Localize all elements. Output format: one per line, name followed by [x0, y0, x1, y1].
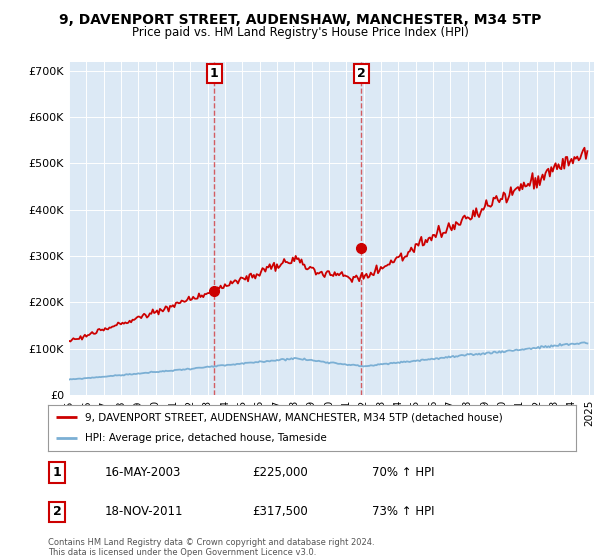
Text: 2: 2 [357, 67, 366, 80]
Text: 9, DAVENPORT STREET, AUDENSHAW, MANCHESTER, M34 5TP (detached house): 9, DAVENPORT STREET, AUDENSHAW, MANCHEST… [85, 412, 503, 422]
Text: 70% ↑ HPI: 70% ↑ HPI [372, 466, 434, 479]
Text: Contains HM Land Registry data © Crown copyright and database right 2024.
This d: Contains HM Land Registry data © Crown c… [48, 538, 374, 557]
Text: £317,500: £317,500 [252, 505, 308, 519]
Text: HPI: Average price, detached house, Tameside: HPI: Average price, detached house, Tame… [85, 433, 327, 444]
Text: 2: 2 [53, 505, 61, 519]
Text: 73% ↑ HPI: 73% ↑ HPI [372, 505, 434, 519]
Text: Price paid vs. HM Land Registry's House Price Index (HPI): Price paid vs. HM Land Registry's House … [131, 26, 469, 39]
Text: 1: 1 [53, 466, 61, 479]
Text: 9, DAVENPORT STREET, AUDENSHAW, MANCHESTER, M34 5TP: 9, DAVENPORT STREET, AUDENSHAW, MANCHEST… [59, 13, 541, 27]
Text: 16-MAY-2003: 16-MAY-2003 [105, 466, 181, 479]
Text: £225,000: £225,000 [252, 466, 308, 479]
Text: 1: 1 [209, 67, 218, 80]
Text: 18-NOV-2011: 18-NOV-2011 [105, 505, 184, 519]
